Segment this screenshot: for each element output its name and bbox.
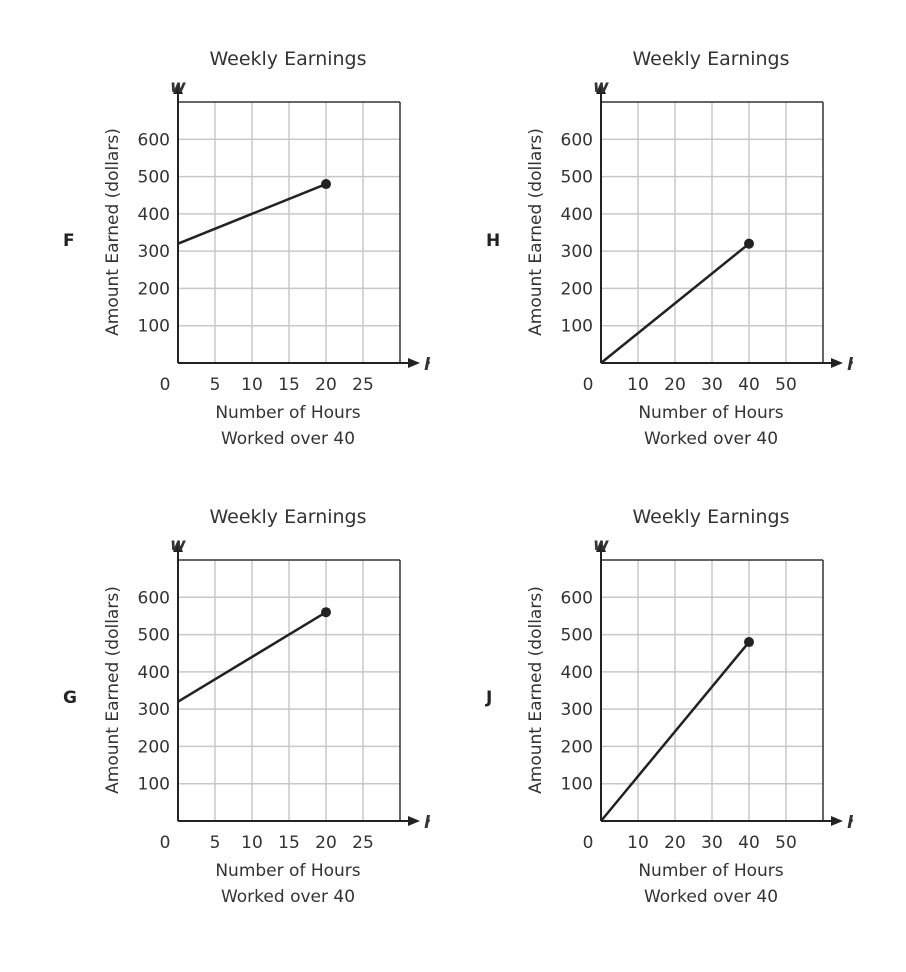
- chart-title: Weekly Earnings: [209, 48, 366, 70]
- data-point: [321, 607, 331, 618]
- x-axis-label-line2: Worked over 40: [221, 429, 355, 449]
- y-tick-label: 200: [138, 737, 170, 757]
- data-point: [744, 238, 754, 249]
- x-tick-label: 25: [352, 375, 374, 395]
- x-tick-label: 40: [738, 375, 760, 395]
- data-line: [600, 641, 750, 822]
- y-variable-label: w: [170, 535, 186, 555]
- x-variable-label: h: [847, 355, 853, 375]
- data-point: [744, 637, 754, 648]
- y-tick-label: 600: [138, 588, 170, 608]
- option-label-j: J: [486, 688, 493, 708]
- x-tick-label: 50: [775, 375, 797, 395]
- x-axis-arrow-icon: [831, 816, 843, 826]
- x-axis-label-line2: Worked over 40: [644, 887, 778, 907]
- x-tick-label: 10: [627, 833, 649, 853]
- chart-title: Weekly Earnings: [632, 506, 789, 528]
- y-axis-arrow-icon: [173, 540, 183, 552]
- option-label-h: H: [486, 231, 501, 251]
- x-tick-label: 5: [210, 833, 221, 853]
- y-tick-label: 600: [138, 130, 170, 150]
- y-axis-arrow-icon: [596, 540, 606, 552]
- x-axis-label-line2: Worked over 40: [644, 429, 778, 449]
- y-tick-label: 500: [138, 168, 170, 188]
- y-axis-label: Amount Earned (dollars): [103, 586, 123, 794]
- y-axis-label: Amount Earned (dollars): [103, 128, 123, 336]
- x-tick-label: 40: [738, 833, 760, 853]
- y-axis-arrow-icon: [173, 82, 183, 94]
- x-tick-label: 0: [160, 833, 171, 853]
- y-axis-label: Amount Earned (dollars): [526, 128, 546, 336]
- y-tick-label: 200: [561, 279, 593, 299]
- chart-title: Weekly Earnings: [209, 506, 366, 528]
- y-tick-label: 300: [138, 700, 170, 720]
- x-axis-arrow-icon: [831, 358, 843, 368]
- y-axis-label: Amount Earned (dollars): [526, 586, 546, 794]
- x-tick-label: 25: [352, 833, 374, 853]
- y-tick-label: 300: [561, 242, 593, 262]
- x-axis-label-line2: Worked over 40: [221, 887, 355, 907]
- x-tick-label: 20: [664, 833, 686, 853]
- x-variable-label: h: [847, 813, 853, 833]
- x-tick-label: 0: [583, 833, 594, 853]
- x-tick-label: 30: [701, 375, 723, 395]
- chart-title: Weekly Earnings: [632, 48, 789, 70]
- x-axis-label-line1: Number of Hours: [215, 861, 360, 881]
- y-tick-label: 600: [561, 588, 593, 608]
- chart-g: Weekly Earnings w h Amount Earned (dollars)…: [103, 506, 430, 907]
- x-tick-label: 30: [701, 833, 723, 853]
- x-tick-label: 20: [315, 375, 337, 395]
- y-tick-label: 600: [561, 130, 593, 150]
- y-axis-arrow-icon: [596, 82, 606, 94]
- y-tick-label: 300: [561, 700, 593, 720]
- y-variable-label: w: [593, 77, 609, 97]
- data-line: [177, 182, 327, 245]
- y-tick-label: 400: [138, 205, 170, 225]
- x-tick-label: 0: [583, 375, 594, 395]
- data-point: [321, 179, 331, 190]
- data-line: [177, 611, 327, 703]
- x-axis-label-line1: Number of Hours: [638, 861, 783, 881]
- y-tick-label: 200: [561, 737, 593, 757]
- x-axis-arrow-icon: [408, 816, 420, 826]
- x-tick-label: 10: [241, 375, 263, 395]
- y-tick-label: 100: [138, 317, 170, 337]
- x-tick-label: 10: [241, 833, 263, 853]
- y-tick-label: 500: [561, 168, 593, 188]
- chart-f: Weekly Earnings w h Amount Earned (dollars)…: [103, 48, 430, 449]
- x-tick-label: 20: [315, 833, 337, 853]
- y-tick-label: 400: [138, 663, 170, 683]
- x-variable-label: h: [424, 355, 430, 375]
- chart-h: Weekly Earnings w h Amount Earned (dollars)…: [526, 48, 853, 449]
- y-tick-label: 500: [561, 626, 593, 646]
- y-variable-label: w: [170, 77, 186, 97]
- x-tick-label: 5: [210, 375, 221, 395]
- y-tick-label: 500: [138, 626, 170, 646]
- data-line: [600, 242, 750, 364]
- x-axis-label-line1: Number of Hours: [215, 403, 360, 423]
- option-label-f: F: [63, 231, 75, 251]
- x-tick-label: 20: [664, 375, 686, 395]
- y-tick-label: 200: [138, 279, 170, 299]
- chart-j: Weekly Earnings w h Amount Earned (dollars)…: [526, 506, 853, 907]
- y-tick-label: 100: [138, 775, 170, 795]
- x-variable-label: h: [424, 813, 430, 833]
- x-tick-label: 50: [775, 833, 797, 853]
- y-tick-label: 400: [561, 663, 593, 683]
- y-tick-label: 400: [561, 205, 593, 225]
- y-tick-label: 100: [561, 317, 593, 337]
- x-tick-label: 15: [278, 833, 300, 853]
- x-axis-arrow-icon: [408, 358, 420, 368]
- y-variable-label: w: [593, 535, 609, 555]
- y-tick-label: 100: [561, 775, 593, 795]
- y-tick-label: 300: [138, 242, 170, 262]
- option-label-g: G: [63, 688, 77, 708]
- x-axis-label-line1: Number of Hours: [638, 403, 783, 423]
- x-tick-label: 0: [160, 375, 171, 395]
- x-tick-label: 10: [627, 375, 649, 395]
- x-tick-label: 15: [278, 375, 300, 395]
